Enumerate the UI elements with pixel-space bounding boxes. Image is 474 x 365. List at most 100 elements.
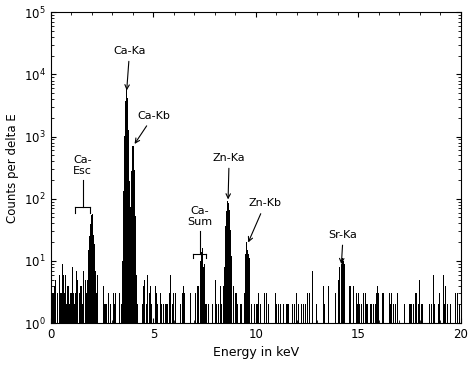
Bar xyxy=(246,238,247,365)
Bar xyxy=(69,304,70,365)
Bar xyxy=(419,280,420,365)
Bar xyxy=(280,304,281,365)
Bar xyxy=(223,286,224,365)
Bar xyxy=(148,323,149,365)
Bar xyxy=(75,293,76,365)
Bar xyxy=(244,293,245,365)
Bar xyxy=(202,247,203,365)
Bar xyxy=(412,323,413,365)
Bar xyxy=(342,258,343,365)
Bar xyxy=(258,293,259,365)
Bar xyxy=(66,304,67,365)
Bar xyxy=(310,323,311,365)
Bar xyxy=(411,304,412,365)
Bar xyxy=(358,293,359,365)
Bar xyxy=(212,304,213,365)
Bar xyxy=(81,286,82,365)
Bar xyxy=(80,286,81,365)
Bar xyxy=(210,323,211,365)
Bar xyxy=(455,323,456,365)
Bar xyxy=(302,323,303,365)
Bar xyxy=(214,323,215,365)
Bar xyxy=(93,235,94,365)
Bar xyxy=(349,286,350,365)
X-axis label: Energy in keV: Energy in keV xyxy=(213,346,299,360)
Bar xyxy=(371,304,372,365)
Bar xyxy=(199,293,200,365)
Bar xyxy=(215,280,216,365)
Bar xyxy=(365,323,366,365)
Bar xyxy=(344,264,345,365)
Bar xyxy=(219,304,220,365)
Bar xyxy=(427,323,428,365)
Bar xyxy=(113,293,114,365)
Bar xyxy=(149,293,150,365)
Bar xyxy=(277,323,278,365)
Bar xyxy=(257,304,258,365)
Bar xyxy=(428,304,429,365)
Bar xyxy=(125,100,126,365)
Bar xyxy=(431,304,432,365)
Bar xyxy=(357,304,358,365)
Bar xyxy=(420,293,421,365)
Bar xyxy=(437,323,438,365)
Bar xyxy=(321,304,322,365)
Bar xyxy=(386,323,387,365)
Bar xyxy=(243,323,244,365)
Bar xyxy=(385,323,386,365)
Bar xyxy=(100,323,101,365)
Bar xyxy=(351,323,352,365)
Bar xyxy=(382,293,383,365)
Bar xyxy=(283,323,284,365)
Bar xyxy=(225,226,226,365)
Bar xyxy=(444,304,445,365)
Bar xyxy=(319,304,320,365)
Bar xyxy=(236,304,237,365)
Bar xyxy=(184,293,185,365)
Text: Ca-Ka: Ca-Ka xyxy=(113,46,146,89)
Bar xyxy=(343,261,344,365)
Bar xyxy=(218,304,219,365)
Bar xyxy=(162,323,163,365)
Bar xyxy=(208,304,209,365)
Bar xyxy=(268,304,269,365)
Bar xyxy=(367,304,368,365)
Bar xyxy=(235,323,236,365)
Bar xyxy=(139,286,140,365)
Bar xyxy=(180,304,181,365)
Bar xyxy=(457,293,458,365)
Bar xyxy=(144,280,145,365)
Bar xyxy=(116,293,117,365)
Bar xyxy=(304,323,305,365)
Bar xyxy=(200,261,201,365)
Bar xyxy=(204,264,205,365)
Bar xyxy=(337,323,338,365)
Bar xyxy=(110,304,111,365)
Bar xyxy=(72,286,73,365)
Bar xyxy=(92,214,93,365)
Bar xyxy=(377,286,378,365)
Bar xyxy=(433,275,434,365)
Bar xyxy=(91,215,92,365)
Y-axis label: Counts per delta E: Counts per delta E xyxy=(6,113,18,223)
Bar xyxy=(123,191,124,365)
Bar xyxy=(363,293,364,365)
Bar xyxy=(380,304,381,365)
Bar xyxy=(390,304,391,365)
Bar xyxy=(156,293,157,365)
Bar xyxy=(132,146,133,365)
Bar xyxy=(226,211,227,365)
Bar xyxy=(233,286,234,365)
Bar xyxy=(136,247,137,365)
Bar xyxy=(183,323,184,365)
Bar xyxy=(314,323,315,365)
Bar xyxy=(346,286,347,365)
Bar xyxy=(161,304,162,365)
Bar xyxy=(340,267,341,365)
Bar xyxy=(101,286,102,365)
Bar xyxy=(203,267,204,365)
Bar xyxy=(366,304,367,365)
Bar xyxy=(286,304,287,365)
Bar xyxy=(330,323,331,365)
Bar xyxy=(375,304,376,365)
